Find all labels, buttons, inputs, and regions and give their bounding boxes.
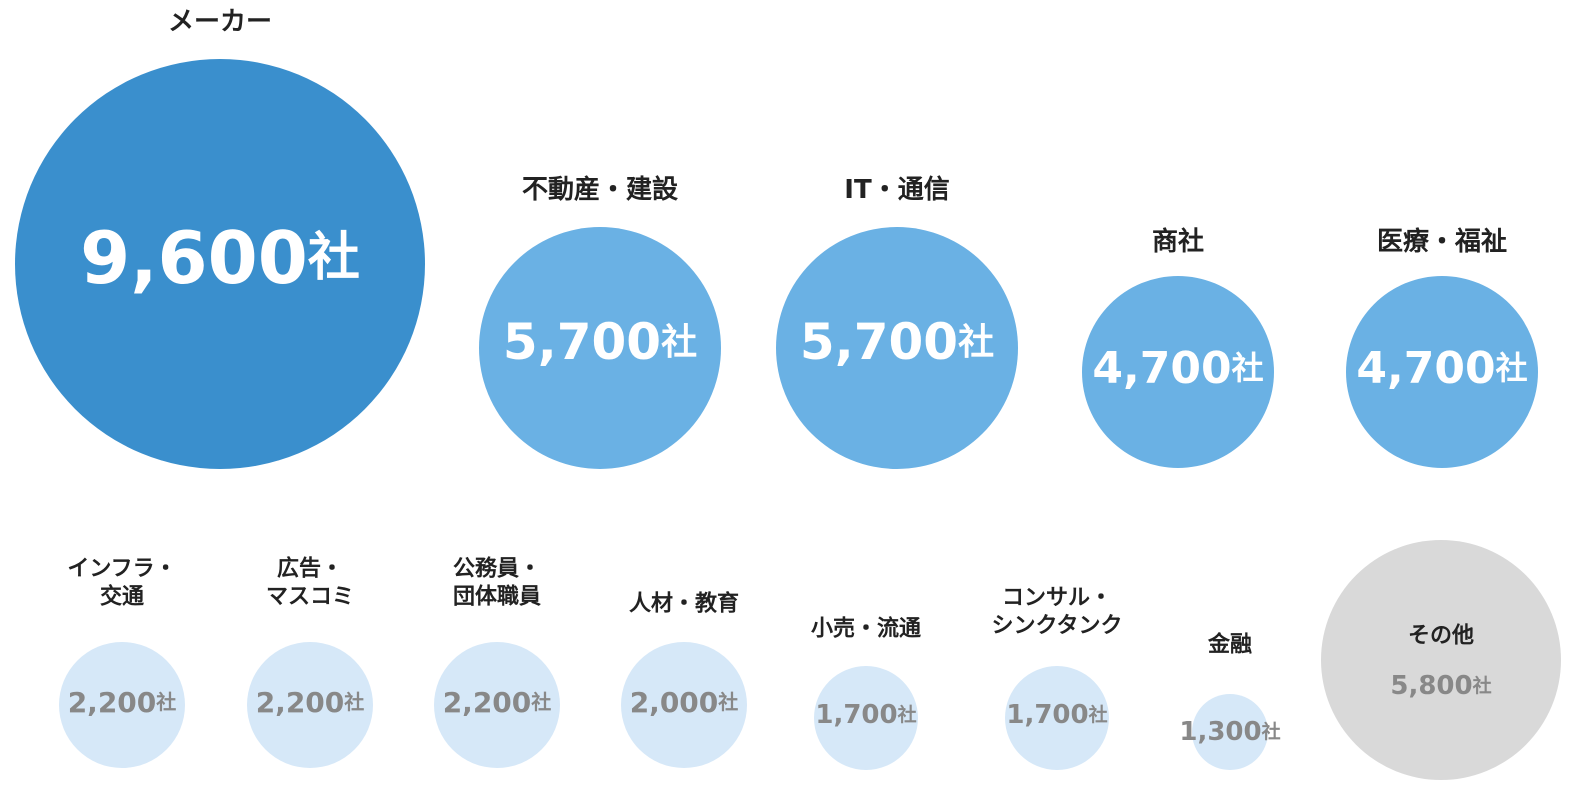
category-label: インフラ・ 交通 [67, 556, 177, 610]
value-label: 4,700社 [1092, 343, 1263, 394]
value-unit: 社 [343, 690, 364, 714]
category-label: 公務員・ 団体職員 [452, 556, 542, 610]
bubble [776, 227, 1018, 469]
value-unit: 社 [530, 690, 551, 714]
category-label: 商社 [1151, 226, 1205, 257]
category-label: 人材・教育 [628, 591, 740, 617]
value-label: 5,800社 [1390, 671, 1491, 701]
value-label: 5,700社 [800, 313, 994, 371]
value-label: 4,700社 [1356, 343, 1527, 394]
value-label: 1,300社 [1179, 717, 1280, 747]
bubble [247, 642, 373, 768]
category-label: IT・通信 [844, 174, 950, 205]
value-number: 5,700 [503, 313, 661, 371]
bubble [1346, 276, 1538, 468]
value-number: 5,700 [800, 313, 958, 371]
value-unit: 社 [1496, 349, 1528, 387]
value-number: 2,200 [256, 686, 345, 719]
value-number: 4,700 [1356, 343, 1495, 394]
value-label: 2,200社 [443, 686, 552, 719]
value-label: 5,700社 [503, 313, 697, 371]
value-unit: 社 [958, 322, 994, 363]
value-number: 2,200 [443, 686, 532, 719]
category-label: 医療・福祉 [1376, 226, 1508, 257]
bubble [1192, 694, 1268, 770]
value-unit: 社 [308, 228, 360, 288]
value-number: 1,300 [1179, 717, 1261, 747]
bubble [59, 642, 185, 768]
value-number: 1,700 [1006, 700, 1088, 730]
value-unit: 社 [897, 703, 917, 726]
value-label: 2,200社 [68, 686, 177, 719]
category-label: 広告・ マスコミ [265, 556, 355, 610]
category-label: メーカー [167, 6, 273, 37]
value-label: 1,700社 [1006, 700, 1107, 730]
value-label: 2,000社 [630, 686, 739, 719]
value-number: 9,600 [80, 216, 308, 300]
value-unit: 社 [1261, 720, 1281, 743]
value-label: 1,700社 [815, 700, 916, 730]
bubble [1005, 666, 1109, 770]
value-unit: 社 [1232, 349, 1264, 387]
bubble [814, 666, 918, 770]
bubble [1321, 540, 1561, 780]
value-label: 9,600社 [80, 216, 360, 300]
value-unit: 社 [1088, 703, 1108, 726]
value-number: 5,800 [1390, 671, 1472, 701]
value-unit: 社 [717, 690, 738, 714]
bubble [479, 227, 721, 469]
category-label: 不動産・建設 [521, 174, 679, 205]
category-label: 小売・流通 [810, 616, 922, 642]
value-number: 2,200 [68, 686, 157, 719]
bubble [621, 642, 747, 768]
value-unit: 社 [661, 322, 697, 363]
value-number: 1,700 [815, 700, 897, 730]
value-unit: 社 [155, 690, 176, 714]
value-label: 2,200社 [256, 686, 365, 719]
value-number: 2,000 [630, 686, 719, 719]
value-number: 4,700 [1092, 343, 1231, 394]
category-label: その他 [1407, 623, 1475, 649]
bubble [15, 59, 425, 469]
bubble [434, 642, 560, 768]
category-label: コンサル・ シンクタンク [991, 585, 1123, 639]
value-unit: 社 [1472, 674, 1492, 697]
bubble [1082, 276, 1274, 468]
category-label: 金融 [1207, 632, 1253, 658]
